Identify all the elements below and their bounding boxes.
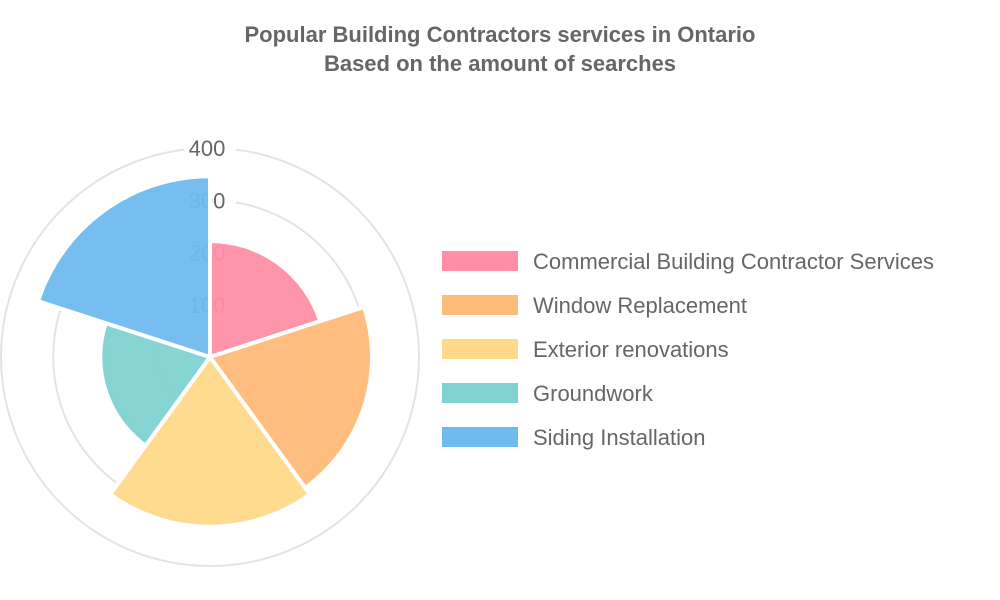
segment-window-replacement[interactable] <box>206 304 374 491</box>
legend-swatch[interactable] <box>442 339 518 359</box>
legend-label[interactable]: Window Replacement <box>533 293 747 318</box>
legend-label[interactable]: Commercial Building Contractor Services <box>533 249 934 274</box>
segment-siding-installation[interactable] <box>35 174 212 360</box>
legend-swatch[interactable] <box>442 383 518 403</box>
chart-subtitle: Based on the amount of searches <box>324 51 676 76</box>
legend-label[interactable]: Siding Installation <box>533 425 705 450</box>
legend-label[interactable]: Groundwork <box>533 381 654 406</box>
r-tick-label: 400 <box>189 136 226 161</box>
legend-swatch[interactable] <box>442 295 518 315</box>
legend-label[interactable]: Exterior renovations <box>533 337 729 362</box>
legend-swatch[interactable] <box>442 251 518 271</box>
legend-swatch[interactable] <box>442 427 518 447</box>
segment-commercial-building-contractor-services[interactable] <box>208 239 323 360</box>
segment-exterior-renovations[interactable] <box>107 353 313 529</box>
tick-label-bg <box>184 137 236 159</box>
chart-title: Popular Building Contractors services in… <box>245 22 756 47</box>
segment-groundwork[interactable] <box>98 320 214 449</box>
